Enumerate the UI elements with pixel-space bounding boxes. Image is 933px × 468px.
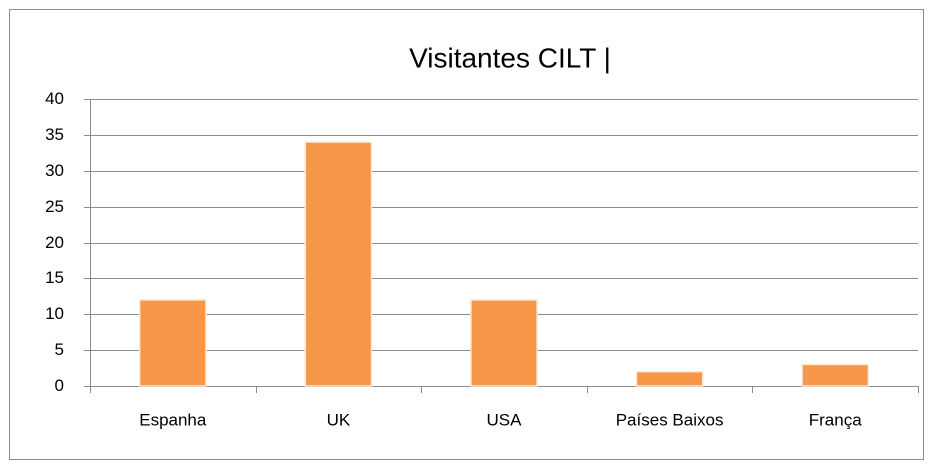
y-tick-label: 25 <box>45 197 64 216</box>
y-tick-label: 40 <box>45 89 64 108</box>
y-tick-label: 15 <box>45 268 64 287</box>
y-tick-label: 10 <box>45 304 64 323</box>
y-tick-label: 5 <box>55 340 64 359</box>
chart-border <box>9 9 924 460</box>
x-tick-label: França <box>809 410 862 429</box>
x-tick-label: USA <box>487 410 523 429</box>
chart-title: Visitantes CILT | <box>409 42 611 73</box>
bar <box>801 363 870 387</box>
y-tick-label: 0 <box>55 376 64 395</box>
y-tick-label: 30 <box>45 161 64 180</box>
bar <box>304 141 373 387</box>
x-tick-label: Países Baixos <box>616 410 724 429</box>
bar <box>138 299 207 387</box>
x-tick-label: Espanha <box>139 410 207 429</box>
bar <box>635 370 704 387</box>
bar <box>470 299 538 387</box>
x-tick-label: UK <box>327 410 351 429</box>
y-tick-label: 20 <box>45 233 64 252</box>
y-tick-label: 35 <box>45 125 64 144</box>
